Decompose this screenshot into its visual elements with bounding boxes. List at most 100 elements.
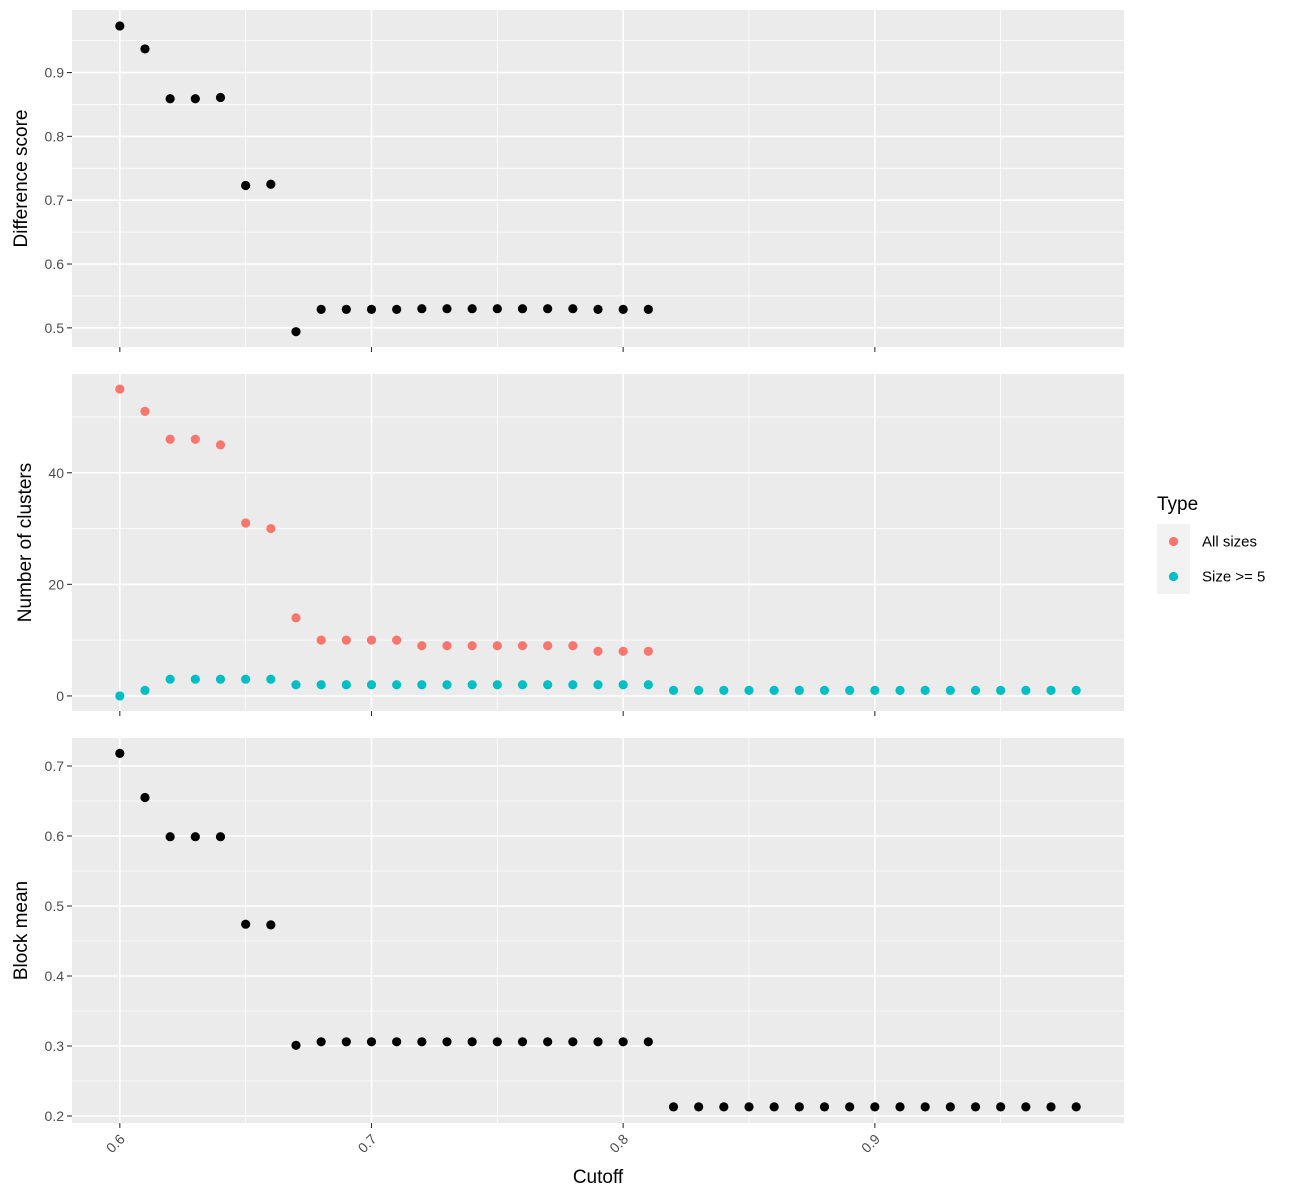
panel-3: 0.2 0.3 0.4 0.5 0.6 0.7 Block mean xyxy=(11,738,1124,1128)
data-point xyxy=(996,685,1006,695)
y-tick-label: 0.4 xyxy=(45,968,65,984)
y-axis-title: Block mean xyxy=(11,881,32,980)
data-point xyxy=(442,641,452,651)
data-point xyxy=(845,1102,855,1112)
data-point xyxy=(996,1102,1006,1112)
data-point xyxy=(492,304,502,314)
y-tick-label: 0.6 xyxy=(45,256,65,272)
data-point xyxy=(769,685,779,695)
data-point xyxy=(618,680,628,690)
data-point xyxy=(668,1102,679,1112)
data-point xyxy=(341,304,351,314)
data-point xyxy=(568,304,578,314)
data-point xyxy=(543,1037,553,1047)
data-point xyxy=(291,327,301,337)
data-point xyxy=(895,1102,905,1112)
series xyxy=(115,384,653,656)
data-point xyxy=(1071,1102,1081,1112)
data-point xyxy=(341,680,351,690)
data-point xyxy=(794,685,804,695)
data-point xyxy=(568,680,578,690)
data-point xyxy=(190,674,200,684)
data-point xyxy=(366,635,377,645)
legend-items: All sizes Size >= 5 xyxy=(1157,524,1265,594)
y-tick-label: 0.7 xyxy=(45,192,65,208)
data-point xyxy=(719,1102,729,1112)
data-point xyxy=(215,832,226,842)
data-point xyxy=(316,304,326,314)
legend-title: Type xyxy=(1157,494,1198,515)
series xyxy=(115,21,653,337)
data-point xyxy=(241,674,251,684)
data-point xyxy=(618,304,628,314)
data-point xyxy=(1046,1102,1056,1112)
data-point xyxy=(668,685,679,695)
data-point xyxy=(467,641,477,651)
data-point xyxy=(492,641,502,651)
data-point xyxy=(341,1037,351,1047)
panel-background xyxy=(72,738,1124,1123)
panel-background xyxy=(72,374,1124,711)
data-point xyxy=(165,832,175,842)
data-point xyxy=(215,674,226,684)
data-point xyxy=(643,680,653,690)
data-point xyxy=(165,94,175,104)
data-point xyxy=(517,680,528,690)
data-point xyxy=(316,635,326,645)
data-point xyxy=(140,44,150,54)
data-point xyxy=(845,685,855,695)
panel-background xyxy=(72,10,1124,347)
y-tick-label: 0.8 xyxy=(45,128,65,144)
data-point xyxy=(945,685,955,695)
x-tick-label: 0.6 xyxy=(103,1131,128,1156)
data-point xyxy=(316,680,326,690)
x-tick-label: 0.7 xyxy=(355,1131,380,1156)
data-point xyxy=(392,1037,402,1047)
data-point xyxy=(115,384,125,394)
legend: Type All sizes Size >= 5 xyxy=(1157,494,1265,594)
data-point xyxy=(417,680,427,690)
data-point xyxy=(366,304,377,314)
data-point xyxy=(1021,1102,1031,1112)
y-tick-label: 0.7 xyxy=(45,758,65,774)
data-point xyxy=(392,635,402,645)
data-point xyxy=(316,1037,326,1047)
data-point xyxy=(417,641,427,651)
data-point xyxy=(140,685,150,695)
data-point xyxy=(543,304,553,314)
data-point xyxy=(291,613,301,623)
data-point xyxy=(593,680,603,690)
data-point xyxy=(266,674,276,684)
legend-swatch xyxy=(1168,571,1179,582)
data-point xyxy=(744,685,754,695)
legend-item: All sizes xyxy=(1157,524,1257,559)
panel-2: 0 20 40 Number of clusters xyxy=(15,374,1124,716)
data-point xyxy=(568,1037,578,1047)
panels-layer: 0.5 0.6 0.7 0.8 0.9 Difference score 0 20 40 Numb… xyxy=(11,10,1124,1128)
data-point xyxy=(190,832,200,842)
panel-1: 0.5 0.6 0.7 0.8 0.9 Difference score xyxy=(11,10,1124,352)
data-point xyxy=(115,21,125,31)
data-point xyxy=(140,406,150,416)
data-point xyxy=(241,180,251,191)
data-point xyxy=(417,1037,427,1047)
y-tick-label: 0.2 xyxy=(45,1108,65,1124)
data-point xyxy=(643,1037,653,1047)
data-point xyxy=(744,1102,754,1112)
data-point xyxy=(517,304,528,314)
data-point xyxy=(593,304,603,314)
data-point xyxy=(442,1037,452,1047)
y-tick-label: 40 xyxy=(48,465,64,481)
data-point xyxy=(517,641,528,651)
data-point xyxy=(970,685,981,695)
data-point xyxy=(1071,685,1081,695)
data-point xyxy=(568,641,578,651)
data-point xyxy=(945,1102,955,1112)
data-point xyxy=(819,685,830,695)
y-axis-title: Number of clusters xyxy=(15,463,36,622)
legend-label: All sizes xyxy=(1202,534,1257,551)
series xyxy=(115,748,1081,1112)
data-point xyxy=(291,1040,301,1050)
data-point xyxy=(366,680,377,690)
data-point xyxy=(543,641,553,651)
